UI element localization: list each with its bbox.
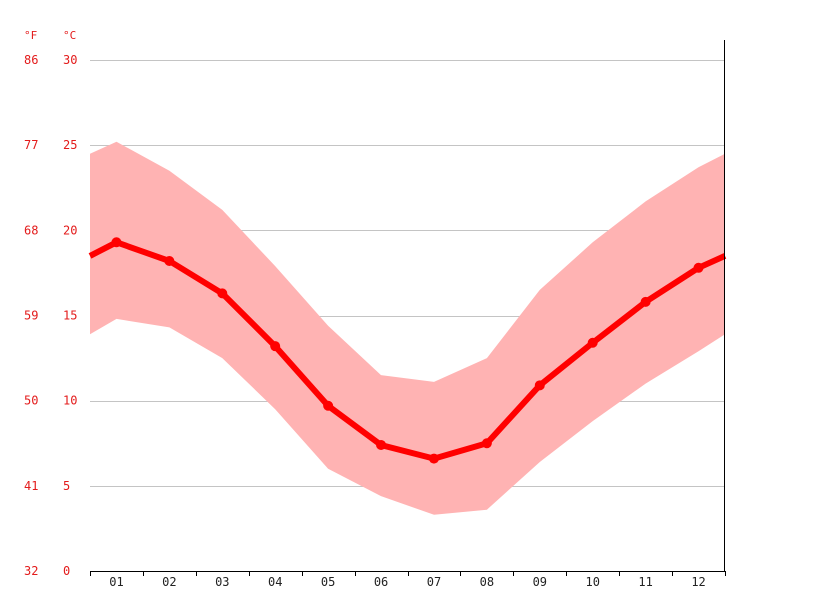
month-tick-label: 07 xyxy=(427,575,441,589)
fahrenheit-tick-label: 77 xyxy=(24,138,38,152)
month-tick-label: 05 xyxy=(321,575,335,589)
mean-line-path xyxy=(88,239,727,462)
celsius-tick-label: 10 xyxy=(63,394,77,408)
month-tick-label: 12 xyxy=(691,575,705,589)
axis-labels: °F °C 0 32 5 41 10 50 15 59 20 68 25 77 30 86 01 02 03 04… xyxy=(24,29,706,589)
month-tick-label: 04 xyxy=(268,575,282,589)
fahrenheit-tick-label: 32 xyxy=(24,564,38,578)
mean-data-point xyxy=(428,453,439,464)
celsius-tick-label: 30 xyxy=(63,53,77,67)
mean-data-point xyxy=(640,296,651,307)
mean-data-point xyxy=(693,262,704,273)
temperature-range-band xyxy=(90,141,725,515)
celsius-tick-label: 25 xyxy=(63,138,77,152)
fahrenheit-tick-label: 41 xyxy=(24,479,38,493)
celsius-unit-label: °C xyxy=(63,29,76,42)
axes xyxy=(90,40,726,576)
celsius-tick-label: 0 xyxy=(63,564,70,578)
fahrenheit-tick-label: 86 xyxy=(24,53,38,67)
mean-data-point xyxy=(534,380,545,391)
month-tick-label: 11 xyxy=(638,575,652,589)
month-tick-label: 08 xyxy=(480,575,494,589)
mean-data-point xyxy=(270,341,281,352)
month-tick-label: 01 xyxy=(109,575,123,589)
month-tick-label: 06 xyxy=(374,575,388,589)
month-tick-label: 09 xyxy=(533,575,547,589)
fahrenheit-tick-label: 50 xyxy=(24,394,38,408)
min-max-range-area xyxy=(90,141,725,515)
month-tick-label: 10 xyxy=(585,575,599,589)
mean-data-point xyxy=(587,337,598,348)
mean-temperature-line xyxy=(88,237,727,464)
mean-data-point xyxy=(164,255,175,266)
mean-data-point xyxy=(481,438,492,449)
celsius-tick-label: 15 xyxy=(63,309,77,323)
celsius-tick-label: 5 xyxy=(63,479,70,493)
fahrenheit-tick-label: 59 xyxy=(24,309,38,323)
mean-data-point xyxy=(323,400,334,411)
mean-data-point xyxy=(217,288,228,299)
celsius-tick-label: 20 xyxy=(63,223,77,237)
mean-data-point xyxy=(111,237,122,248)
month-tick-label: 03 xyxy=(215,575,229,589)
fahrenheit-tick-label: 68 xyxy=(24,223,38,237)
month-tick-label: 02 xyxy=(162,575,176,589)
fahrenheit-unit-label: °F xyxy=(24,29,37,42)
mean-data-point xyxy=(376,439,387,450)
